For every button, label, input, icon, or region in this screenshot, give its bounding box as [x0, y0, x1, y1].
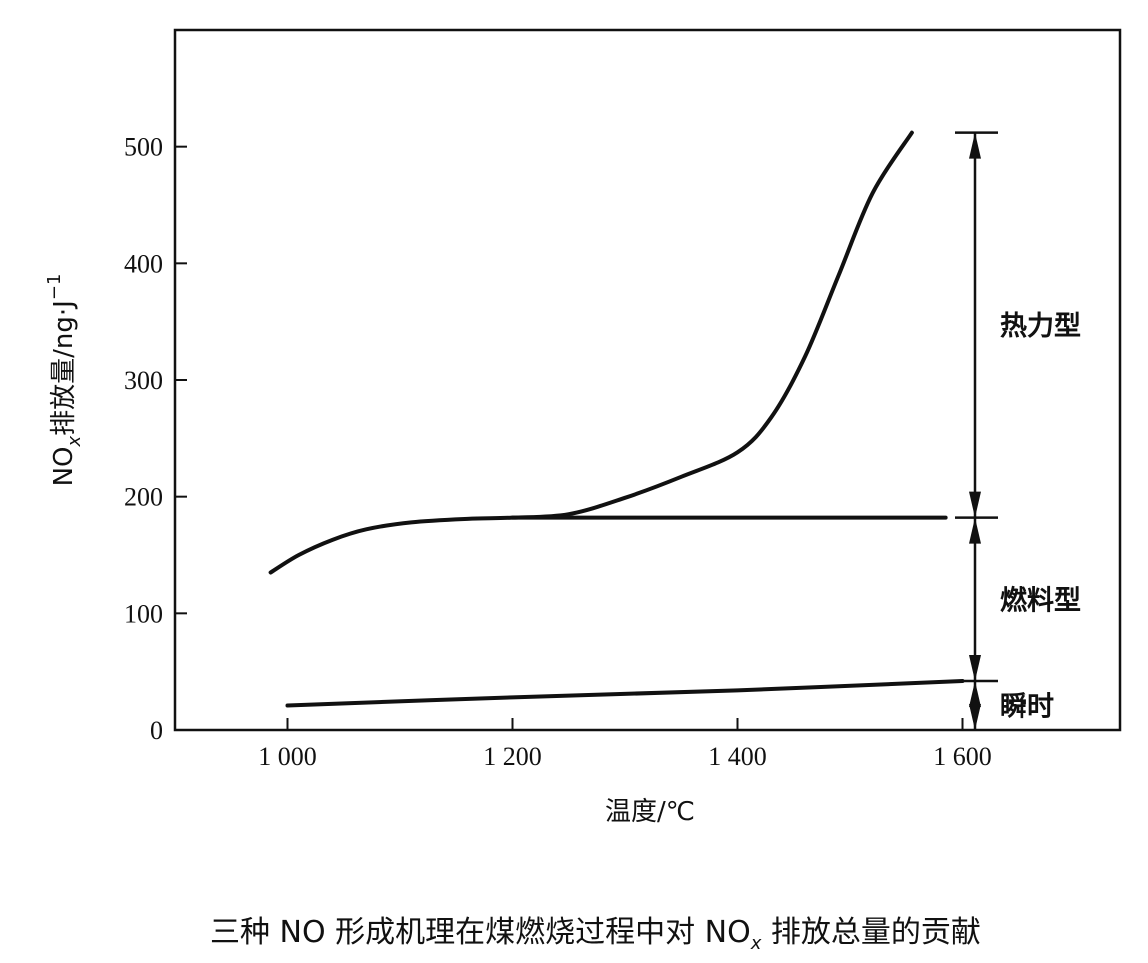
prompt-nox-line: [285, 679, 965, 708]
x-tick-label: 1 400: [708, 742, 767, 771]
caption-prefix: 三种 NO 形成机理在煤燃烧过程中对 NO: [210, 915, 751, 950]
caption-sub: x: [750, 933, 762, 954]
y-axis-title-rest: 排放量/ng·J: [49, 300, 79, 436]
plot-frame: [173, 28, 1122, 732]
y-tick-label: 0: [150, 716, 163, 745]
band-arrowhead-down: [969, 655, 981, 681]
y-axis-ticks: 0 100 200 300 400 500: [124, 133, 187, 745]
y-tick-label: 100: [124, 599, 163, 628]
band-arrowhead-up: [969, 681, 981, 707]
y-axis-title-sup: −1: [44, 274, 65, 301]
y-axis-title-sub: x: [64, 435, 85, 447]
series-layer: [268, 130, 965, 708]
y-axis-title: NOx排放量/ng·J−1: [44, 274, 85, 487]
y-tick-label: 500: [124, 133, 163, 162]
band-arrowhead-up: [969, 132, 981, 159]
y-tick-label: 400: [124, 249, 163, 278]
x-axis-ticks: 1 000 1 200 1 400 1 600: [258, 718, 992, 771]
total-nox-curve: [268, 130, 914, 575]
band-label: 瞬时: [1000, 692, 1054, 723]
x-tick-label: 1 200: [483, 742, 542, 771]
band-label: 燃料型: [1000, 585, 1081, 616]
x-axis-title: 温度/℃: [605, 797, 695, 827]
band-arrowhead-up: [969, 517, 981, 544]
y-axis-title-main: NO: [49, 446, 79, 486]
caption-suffix: 排放总量的贡献: [761, 915, 981, 950]
x-tick-label: 1 000: [258, 742, 317, 771]
x-tick-label: 1 600: [933, 742, 992, 771]
chart: 0 100 200 300 400 500 1 000 1 200 1 400 1 600 热力…: [44, 28, 1122, 827]
band-label: 热力型: [1000, 311, 1081, 342]
y-tick-label: 200: [124, 483, 163, 512]
figure-caption: 三种 NO 形成机理在煤燃烧过程中对 NOx 排放总量的贡献: [210, 907, 981, 954]
band-arrowhead-down: [969, 704, 981, 730]
band-arrowhead-down: [969, 491, 981, 518]
y-tick-label: 300: [124, 366, 163, 395]
